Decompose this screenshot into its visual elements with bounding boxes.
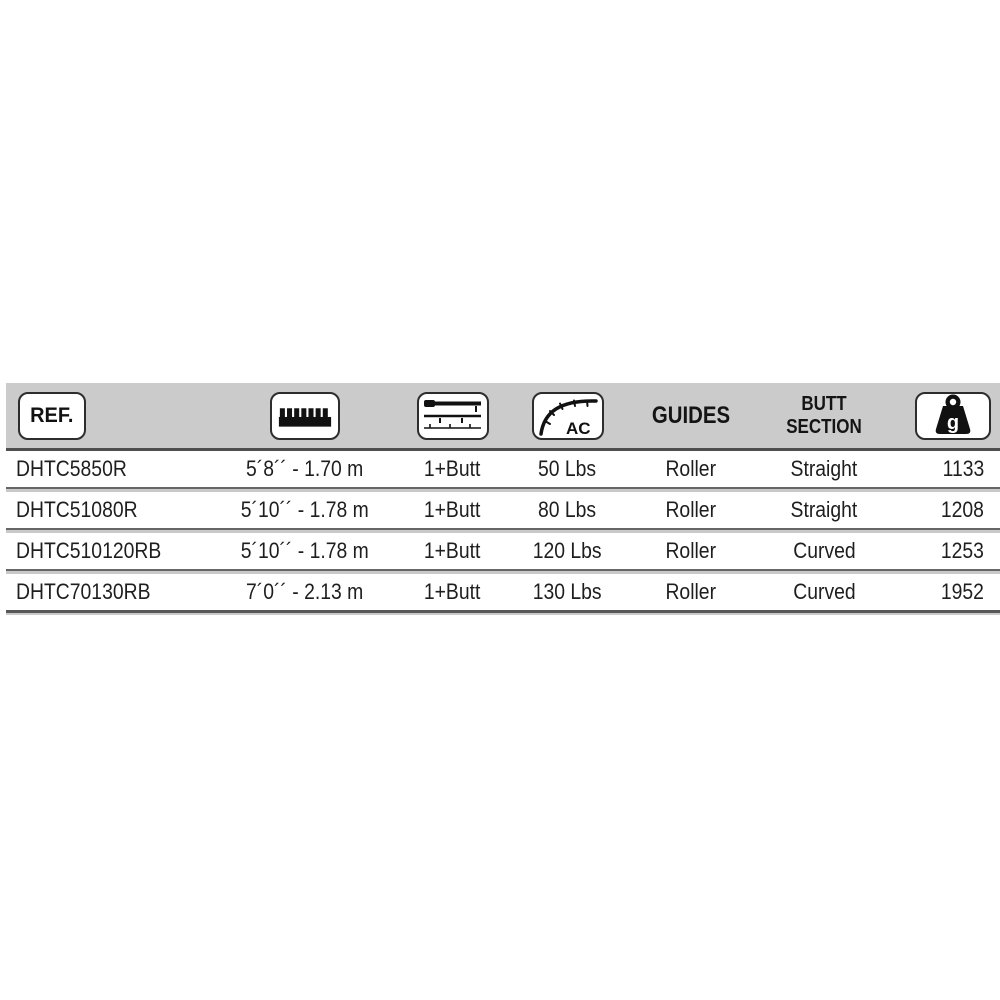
length-cell: 5´10´´ - 1.78 m bbox=[240, 497, 370, 522]
weight-cell: 1253 bbox=[940, 538, 984, 563]
guides-cell: Roller bbox=[665, 497, 717, 522]
sections-cell: 1+Butt bbox=[424, 579, 481, 604]
ref-badge: REF. bbox=[18, 391, 86, 440]
table-row: DHTC51080R 5´10´´ - 1.78 m 1+Butt 80 Lbs… bbox=[6, 492, 1000, 528]
weight-cell: 1952 bbox=[940, 579, 984, 604]
weight-icon-label: g bbox=[947, 412, 959, 434]
length-cell: 5´8´´ - 1.70 m bbox=[246, 456, 364, 481]
weight-icon: g bbox=[935, 394, 971, 434]
length-cell: 7´0´´ - 2.13 m bbox=[246, 579, 364, 604]
guides-cell: Roller bbox=[665, 579, 717, 604]
weight-cell: 1208 bbox=[940, 497, 984, 522]
weight-header-badge: g bbox=[915, 391, 991, 440]
ref-cell: DHTC70130RB bbox=[16, 579, 151, 604]
sections-cell: 1+Butt bbox=[424, 456, 481, 481]
sections-cell: 1+Butt bbox=[424, 538, 481, 563]
line-rating-cell: 50 Lbs bbox=[538, 456, 597, 481]
guides-header: GUIDES bbox=[651, 401, 731, 429]
ref-cell: DHTC51080R bbox=[16, 497, 138, 522]
rod-spec-table: REF. bbox=[6, 383, 1000, 615]
ruler-icon bbox=[278, 407, 332, 427]
action-header-badge: AC bbox=[531, 391, 604, 440]
butt-section-cell: Straight bbox=[790, 456, 858, 481]
length-cell: 5´10´´ - 1.78 m bbox=[240, 538, 370, 563]
row-divider bbox=[6, 487, 1000, 492]
ref-cell: DHTC510120RB bbox=[16, 538, 162, 563]
ref-cell: DHTC5850R bbox=[16, 456, 127, 481]
table-row: DHTC510120RB 5´10´´ - 1.78 m 1+Butt 120 … bbox=[6, 533, 1000, 569]
table-header: REF. bbox=[6, 383, 1000, 451]
line-rating-cell: 120 Lbs bbox=[533, 538, 602, 563]
sections-header-badge bbox=[416, 391, 489, 440]
butt-section-cell: Straight bbox=[790, 497, 858, 522]
length-header-badge bbox=[270, 391, 340, 440]
table-bottom-border bbox=[6, 610, 1000, 615]
line-rating-cell: 130 Lbs bbox=[533, 579, 602, 604]
row-divider bbox=[6, 528, 1000, 533]
table-row: DHTC5850R 5´8´´ - 1.70 m 1+Butt 50 Lbs R… bbox=[6, 451, 1000, 487]
table-row: DHTC70130RB 7´0´´ - 2.13 m 1+Butt 130 Lb… bbox=[6, 574, 1000, 610]
line-rating-cell: 80 Lbs bbox=[538, 497, 597, 522]
ref-label: REF. bbox=[30, 403, 74, 427]
weight-cell: 1133 bbox=[942, 456, 984, 481]
action-icon-label: AC bbox=[566, 419, 591, 438]
rod-sections-icon bbox=[423, 399, 481, 429]
butt-section-header: BUTT SECTION bbox=[786, 392, 862, 438]
butt-section-cell: Curved bbox=[792, 579, 856, 604]
action-curve-icon: AC bbox=[538, 398, 598, 438]
row-divider bbox=[6, 569, 1000, 574]
sections-cell: 1+Butt bbox=[424, 497, 481, 522]
butt-section-cell: Curved bbox=[792, 538, 856, 563]
guides-cell: Roller bbox=[665, 538, 717, 563]
guides-cell: Roller bbox=[665, 456, 717, 481]
